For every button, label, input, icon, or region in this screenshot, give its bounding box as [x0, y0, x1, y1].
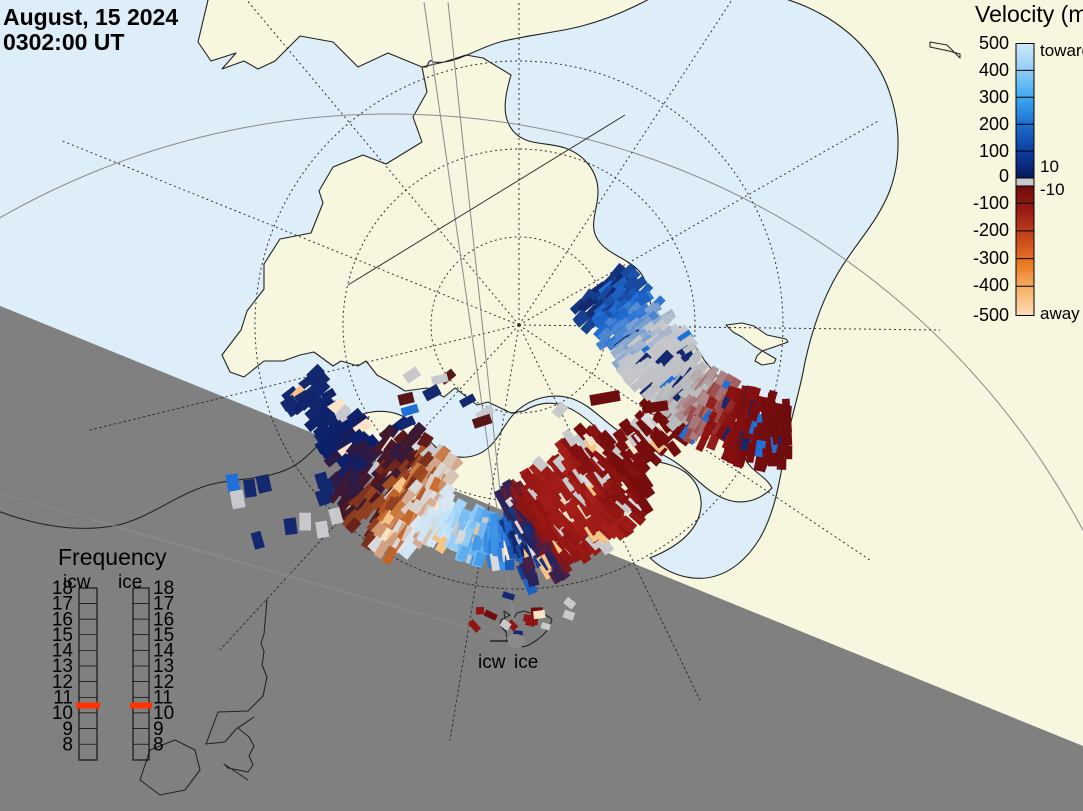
svg-text:300: 300 — [979, 87, 1009, 107]
svg-text:icw: icw — [478, 652, 506, 673]
svg-text:8: 8 — [62, 734, 73, 755]
svg-text:ice: ice — [118, 572, 142, 593]
svg-text:10: 10 — [1040, 157, 1059, 176]
svg-text:ice: ice — [514, 652, 538, 673]
svg-text:200: 200 — [979, 114, 1009, 134]
svg-text:500: 500 — [979, 33, 1009, 53]
svg-text:toward: toward — [1040, 41, 1083, 60]
svg-text:400: 400 — [979, 60, 1009, 80]
svg-text:-100: -100 — [973, 193, 1009, 213]
svg-text:-200: -200 — [973, 220, 1009, 240]
svg-text:100: 100 — [979, 141, 1009, 161]
svg-text:away: away — [1040, 304, 1080, 323]
svg-text:Frequency: Frequency — [58, 544, 167, 570]
svg-text:8: 8 — [153, 734, 164, 755]
svg-text:0: 0 — [999, 166, 1009, 186]
svg-text:-500: -500 — [973, 305, 1009, 325]
svg-text:-300: -300 — [973, 248, 1009, 268]
svg-text:0302:00 UT: 0302:00 UT — [3, 29, 124, 55]
svg-text:Velocity (m/s): Velocity (m/s) — [975, 1, 1083, 27]
svg-text:-400: -400 — [973, 275, 1009, 295]
svg-text:-10: -10 — [1040, 180, 1065, 199]
svg-text:August, 15 2024: August, 15 2024 — [3, 4, 178, 30]
